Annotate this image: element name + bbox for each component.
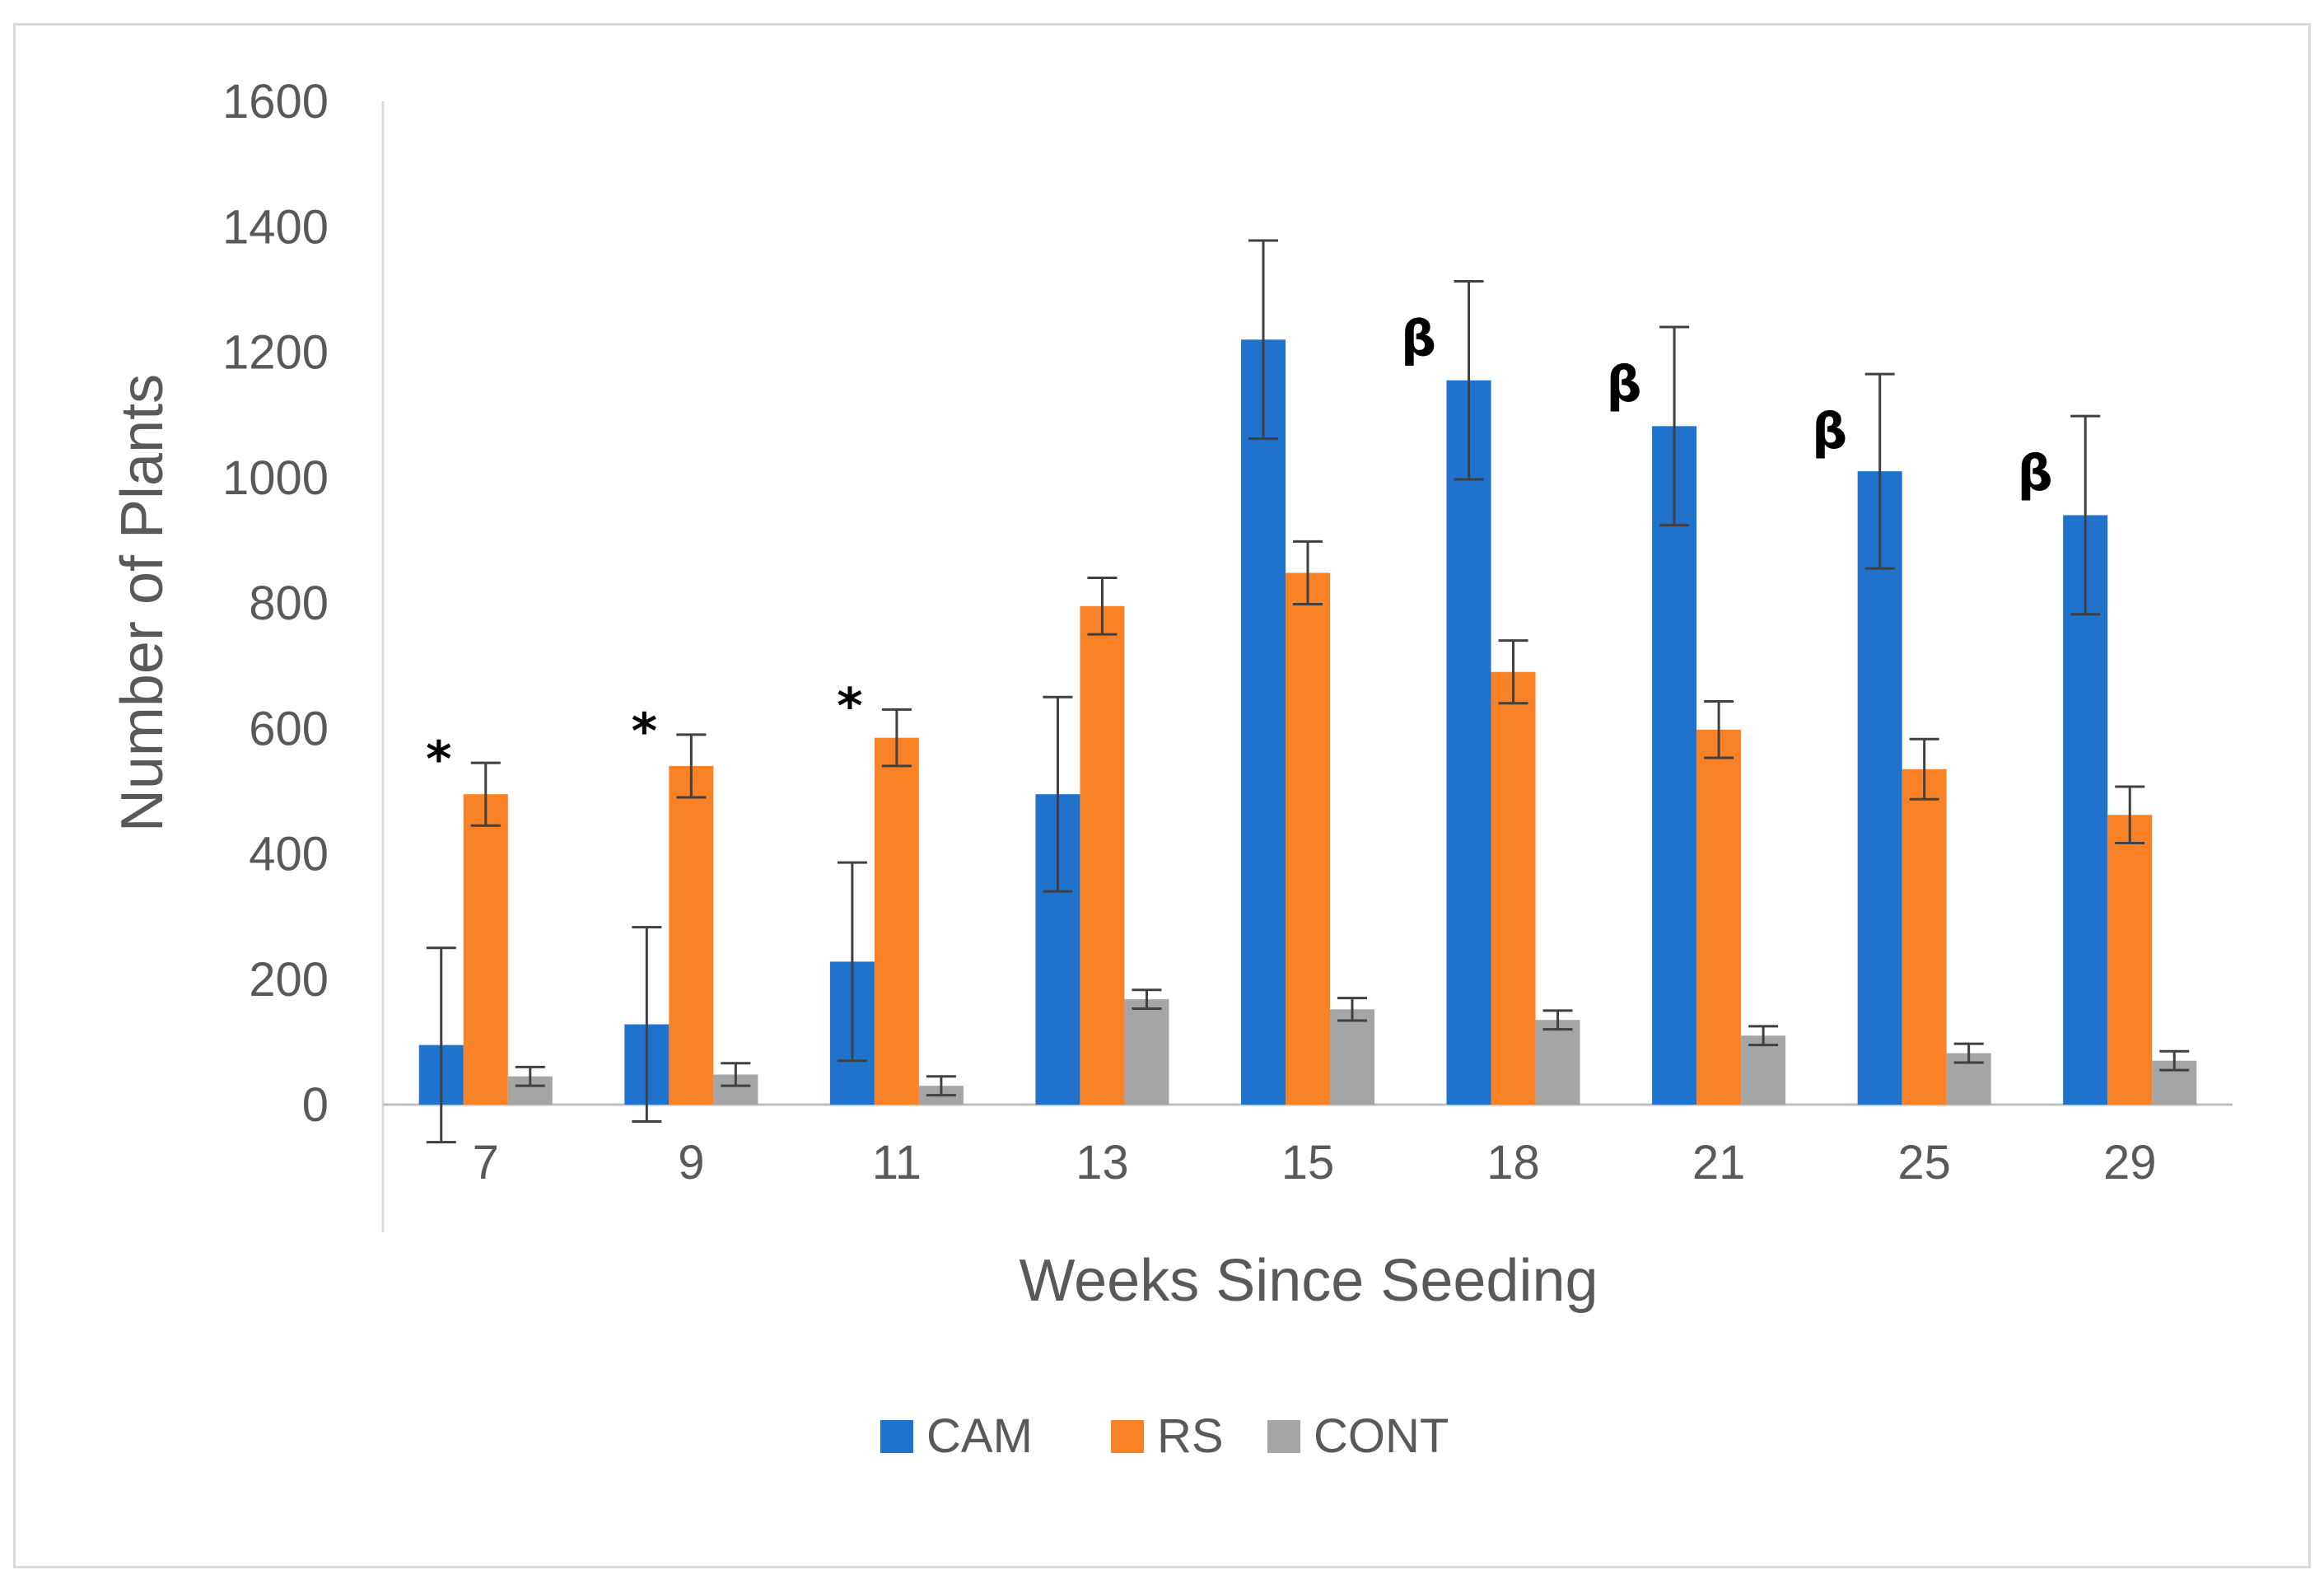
x-tick-label: 18 <box>1486 1136 1540 1189</box>
bar-cam-week-15 <box>1241 339 1286 1105</box>
x-tick-label: 21 <box>1692 1136 1746 1189</box>
legend-label-cam: CAM <box>926 1409 1033 1463</box>
bar-rs-week-7 <box>463 794 508 1105</box>
significance-marker-week-11: * <box>837 677 862 735</box>
annotations: * * * β β β β <box>426 310 2053 788</box>
y-tick-label: 1600 <box>222 75 329 128</box>
y-tick-label: 1400 <box>222 200 329 254</box>
bar-rs-week-25 <box>1902 769 1947 1105</box>
bar-rs-week-13 <box>1080 605 1125 1105</box>
bar-rs-week-11 <box>874 737 919 1105</box>
bar-cam-week-21 <box>1652 426 1697 1105</box>
legend-label-rs: RS <box>1157 1409 1224 1463</box>
legend-swatch-cont <box>1267 1420 1300 1453</box>
bar-chart: 0 200 400 600 800 1000 1200 1400 1600 Number of P… <box>110 75 2233 1463</box>
x-tick-label: 9 <box>678 1136 704 1189</box>
y-axis-title: Number of Plants <box>110 374 175 832</box>
error-bars <box>426 239 2190 1144</box>
significance-marker-week-9: * <box>632 703 657 760</box>
x-tick-label: 25 <box>1897 1136 1951 1189</box>
significance-marker-week-29: β <box>2018 445 2053 502</box>
bar-rs-week-15 <box>1286 572 1330 1105</box>
y-tick-label: 600 <box>249 702 329 755</box>
bar-cont-week-13 <box>1124 999 1169 1105</box>
legend-label-cont: CONT <box>1314 1409 1449 1463</box>
x-tick-label: 13 <box>1076 1136 1129 1189</box>
significance-marker-week-25: β <box>1812 403 1847 460</box>
bar-cam-week-25 <box>1857 471 1902 1105</box>
x-tick-label: 7 <box>473 1136 499 1189</box>
y-tick-label: 800 <box>249 577 329 630</box>
x-tick-label: 11 <box>872 1136 922 1189</box>
bars <box>418 339 2197 1105</box>
bar-cont-week-15 <box>1330 1009 1374 1105</box>
legend-swatch-cam <box>880 1420 913 1453</box>
significance-marker-week-7: * <box>426 731 451 788</box>
y-tick-label: 1000 <box>222 451 329 505</box>
bar-cont-week-18 <box>1535 1020 1580 1105</box>
bar-cont-week-21 <box>1741 1035 1786 1105</box>
x-axis-title: Weeks Since Seeding <box>1019 1248 1598 1314</box>
significance-marker-week-18: β <box>1401 310 1436 367</box>
chart-frame: 0 200 400 600 800 1000 1200 1400 1600 Number of P… <box>13 23 2311 1568</box>
y-tick-label: 0 <box>302 1078 329 1132</box>
bar-rs-week-9 <box>669 765 714 1105</box>
legend: CAM RS CONT <box>880 1409 1449 1463</box>
bar-rs-week-18 <box>1491 671 1536 1105</box>
bar-rs-week-21 <box>1696 729 1742 1105</box>
axes: 0 200 400 600 800 1000 1200 1400 1600 Number of P… <box>110 75 2233 1314</box>
y-tick-label: 200 <box>249 953 329 1007</box>
bar-cam-week-18 <box>1446 380 1491 1105</box>
significance-marker-week-21: β <box>1607 356 1642 414</box>
legend-swatch-rs <box>1111 1420 1144 1453</box>
y-tick-label: 400 <box>249 828 329 881</box>
x-tick-label: 15 <box>1281 1136 1335 1189</box>
x-tick-label: 29 <box>2103 1136 2157 1189</box>
bar-rs-week-29 <box>2107 815 2153 1105</box>
y-tick-label: 1200 <box>222 326 329 380</box>
